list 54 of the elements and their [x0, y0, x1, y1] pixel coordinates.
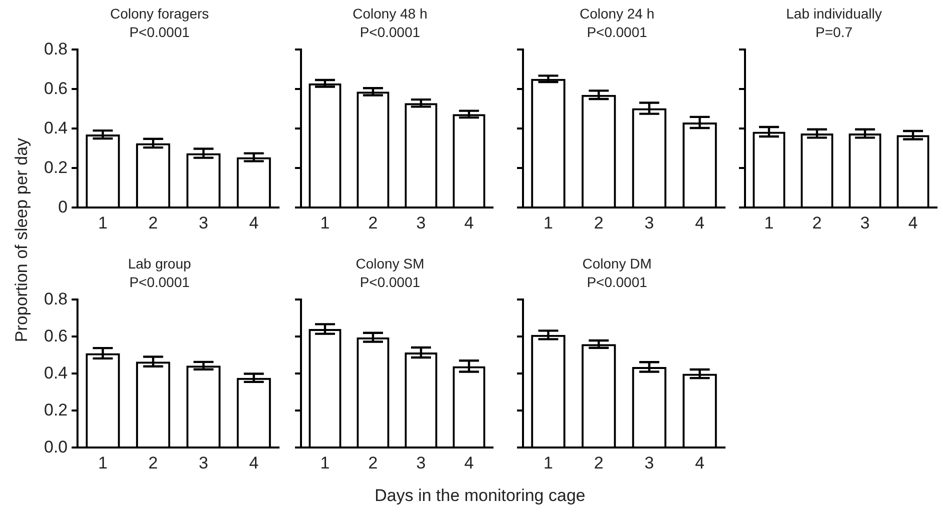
y-tick-label: 0.0	[44, 437, 68, 456]
x-axis-title: Days in the monitoring cage	[374, 486, 586, 506]
chart-title: Colony DM	[582, 255, 652, 272]
x-tick-label: 3	[860, 213, 870, 232]
x-tick-label: 2	[148, 453, 158, 472]
y-tick-label: 0.2	[44, 400, 68, 420]
x-tick-label: 3	[644, 213, 654, 232]
x-tick-label: 4	[695, 453, 704, 472]
chart-title: Lab group	[128, 255, 192, 272]
chart-title: Colony SM	[356, 255, 424, 272]
chart-subtitle: P<0.0001	[129, 274, 190, 290]
x-tick-label: 4	[908, 213, 918, 232]
x-tick-label: 3	[416, 213, 426, 232]
x-tick-label: 1	[320, 213, 330, 232]
y-axis-title: Proportion of sleep per day	[12, 136, 32, 344]
x-tick-label: 2	[368, 213, 378, 232]
x-tick-label: 4	[249, 453, 259, 472]
chart-subtitle: P<0.0001	[586, 24, 648, 40]
x-tick-label: 4	[464, 453, 474, 472]
chart-subtitle: P<0.0001	[360, 24, 420, 40]
x-tick-label: 1	[544, 213, 553, 232]
x-tick-label: 1	[98, 453, 108, 472]
chart-title: Colony 48 h	[352, 5, 428, 22]
x-tick-label: 3	[198, 453, 208, 472]
x-tick-label: 2	[148, 213, 158, 232]
chart-title: Lab individually	[786, 5, 882, 22]
chart-subtitle: P<0.0001	[360, 274, 420, 290]
y-tick-label: 0.4	[44, 118, 68, 138]
chart-subtitle: P=0.7	[816, 24, 853, 40]
x-tick-label: 3	[416, 453, 426, 472]
y-tick-label: 0.8	[44, 39, 68, 58]
x-tick-label: 1	[320, 453, 330, 472]
x-tick-label: 2	[594, 213, 604, 232]
x-tick-label: 2	[368, 453, 378, 472]
y-tick-label: 0.4	[44, 363, 68, 382]
x-tick-label: 4	[695, 213, 704, 232]
x-tick-label: 2	[594, 453, 604, 472]
x-tick-label: 3	[198, 213, 208, 232]
x-tick-label: 4	[464, 213, 474, 232]
x-tick-label: 2	[812, 213, 822, 232]
chart-subtitle: P<0.0001	[586, 274, 648, 290]
x-tick-label: 1	[544, 453, 553, 472]
y-tick-label: 0.8	[44, 289, 68, 308]
y-tick-label: 0.6	[44, 78, 68, 98]
chart-title: Colony 24 h	[580, 5, 654, 22]
y-tick-label: 0	[58, 197, 68, 216]
y-tick-label: 0.2	[44, 158, 68, 177]
x-tick-label: 4	[249, 213, 259, 232]
x-tick-label: 3	[644, 453, 654, 472]
chart-subtitle: P<0.0001	[129, 24, 190, 40]
x-tick-label: 1	[764, 213, 774, 232]
y-tick-label: 0.6	[44, 326, 68, 346]
x-tick-label: 1	[98, 213, 108, 232]
chart-title: Colony foragers	[110, 5, 209, 22]
